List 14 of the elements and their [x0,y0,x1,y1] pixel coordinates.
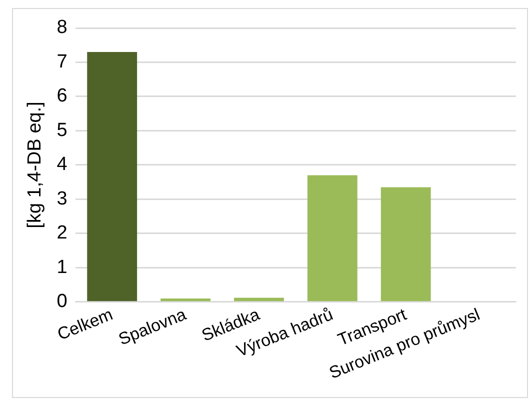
y-tick-label: 2 [56,222,68,244]
bar [380,187,431,302]
y-axis-title: [kg 1,4-DB eq.] [24,102,46,228]
y-tick-label: 5 [56,120,68,141]
y-tick-label: 0 [56,291,68,312]
y-tick-label: 8 [56,17,68,38]
bar [160,298,210,302]
y-tick-label: 6 [56,86,68,107]
y-tick-label: 1 [56,256,68,278]
y-tick-label: 3 [56,188,68,210]
y-tick-label: 4 [56,154,68,176]
y-tick-label: 7 [56,51,68,72]
bar [307,175,358,302]
bar [87,52,138,302]
